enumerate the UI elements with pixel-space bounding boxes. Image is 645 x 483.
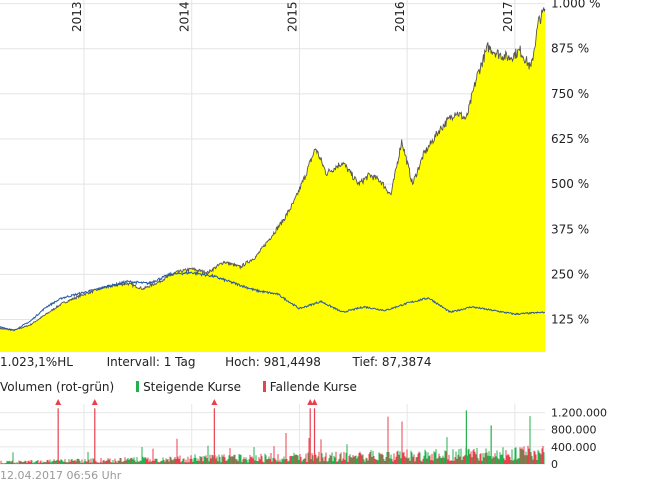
volume-y-axis: 1.200.000 800.000 400.000 0 <box>551 407 607 471</box>
x-tick-label: 2015 <box>285 1 299 32</box>
y-tick-label: 250 % <box>551 267 589 281</box>
volume-grid <box>0 404 545 465</box>
volume-clip-arrow-icon <box>211 399 218 405</box>
main-series-line <box>0 7 546 332</box>
volume-y-tick-label: 800.000 <box>551 424 597 437</box>
y-tick-label: 750 % <box>551 87 589 101</box>
volume-legend: Volumen (rot-grün) Steigende Kurse Falle… <box>0 380 357 394</box>
volume-clip-arrow-icon <box>307 399 314 405</box>
timestamp: 12.04.2017 06:56 Uhr <box>0 469 122 482</box>
volume-clip-arrow-icon <box>55 399 62 405</box>
y-tick-label: 375 % <box>551 222 589 236</box>
main-area-fill <box>0 7 545 352</box>
interval-label: Intervall: 1 Tag <box>106 355 196 369</box>
x-tick-label: 2014 <box>178 1 192 32</box>
volume-y-tick-label: 0 <box>551 458 558 471</box>
low-value: Tief: 87,3874 <box>352 355 432 369</box>
price-series <box>0 7 546 352</box>
volume-title: Volumen (rot-grün) <box>0 380 115 394</box>
price-y-axis: 1.000 % 875 % 750 % 625 % 500 % 375 % 250 % 125… <box>551 0 601 327</box>
price-stats: 1.023,1%HL Intervall: 1 Tag Hoch: 981,44… <box>0 355 431 369</box>
falling-swatch-icon <box>262 381 266 392</box>
y-tick-label: 500 % <box>551 177 589 191</box>
performance-value: 1.023,1%HL <box>0 355 73 369</box>
volume-y-tick-label: 400.000 <box>551 441 597 454</box>
time-x-axis: 2013 2014 2015 2016 2017 <box>70 1 515 32</box>
volume-y-tick-label: 1.200.000 <box>551 407 607 420</box>
x-tick-label: 2017 <box>501 1 515 32</box>
y-tick-label: 1.000 % <box>551 0 601 11</box>
high-value: Hoch: 981,4498 <box>225 355 321 369</box>
volume-clip-arrow-icon <box>311 399 318 405</box>
x-tick-label: 2016 <box>393 1 407 32</box>
volume-clip-arrow-icon <box>91 399 98 405</box>
benchmark-series-line <box>0 270 546 332</box>
y-tick-label: 625 % <box>551 132 589 146</box>
y-tick-label: 125 % <box>551 313 589 327</box>
falling-legend-label: Fallende Kurse <box>269 380 357 394</box>
y-tick-label: 875 % <box>551 42 589 56</box>
rising-swatch-icon <box>136 381 140 392</box>
rising-legend-label: Steigende Kurse <box>143 380 241 394</box>
volume-bars <box>0 399 545 464</box>
x-tick-label: 2013 <box>70 1 84 32</box>
